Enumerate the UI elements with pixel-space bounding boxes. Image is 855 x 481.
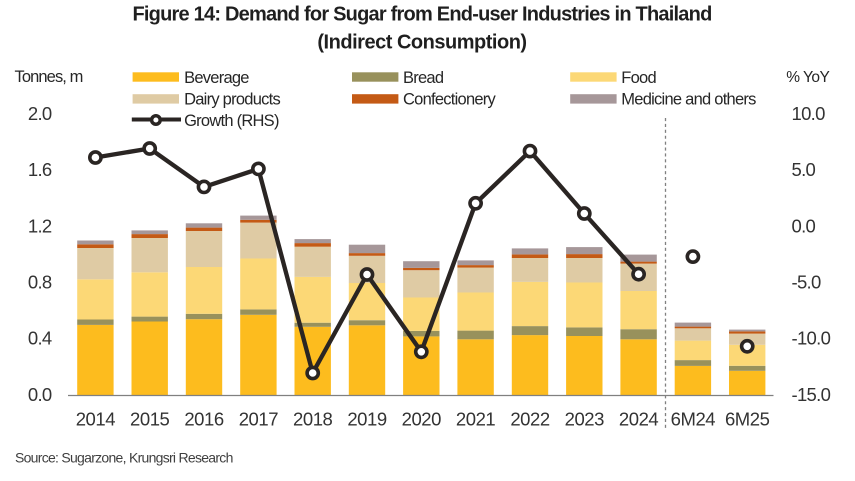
svg-text:2024: 2024 (619, 409, 659, 430)
svg-text:Bread: Bread (403, 69, 444, 87)
svg-text:-5.0: -5.0 (792, 272, 821, 293)
svg-text:0.0: 0.0 (28, 384, 52, 405)
svg-text:1.6: 1.6 (28, 159, 52, 180)
svg-text:0.4: 0.4 (28, 328, 52, 349)
svg-text:0.8: 0.8 (28, 272, 52, 293)
svg-text:-15.0: -15.0 (792, 384, 831, 405)
svg-text:2023: 2023 (565, 409, 605, 430)
svg-text:Confectionery: Confectionery (403, 91, 497, 109)
svg-text:0.0: 0.0 (792, 215, 816, 236)
svg-text:Figure 14: Demand for Sugar fr: Figure 14: Demand for Sugar from End-use… (132, 4, 711, 26)
svg-text:6M24: 6M24 (671, 409, 716, 430)
svg-text:2.0: 2.0 (28, 103, 52, 124)
svg-text:Growth (RHS): Growth (RHS) (184, 112, 279, 130)
svg-text:2022: 2022 (510, 409, 550, 430)
svg-text:5.0: 5.0 (792, 159, 816, 180)
svg-text:2016: 2016 (184, 409, 224, 430)
svg-text:6M25: 6M25 (725, 409, 770, 430)
svg-text:Tonnes, m: Tonnes, m (15, 68, 83, 86)
svg-text:2020: 2020 (402, 409, 442, 430)
svg-text:Food: Food (621, 69, 656, 87)
svg-text:2017: 2017 (239, 409, 279, 430)
svg-text:2014: 2014 (76, 409, 116, 430)
svg-text:Medicine and others: Medicine and others (621, 91, 756, 109)
svg-text:10.0: 10.0 (792, 103, 826, 124)
svg-text:-10.0: -10.0 (792, 328, 831, 349)
svg-text:2019: 2019 (347, 409, 387, 430)
svg-text:Dairy products: Dairy products (184, 91, 280, 109)
svg-text:2015: 2015 (130, 409, 170, 430)
svg-text:2021: 2021 (456, 409, 496, 430)
svg-text:1.2: 1.2 (28, 215, 52, 236)
svg-text:Beverage: Beverage (184, 69, 249, 87)
svg-text:2018: 2018 (293, 409, 333, 430)
svg-text:Source: Sugarzone, Krungsri Re: Source: Sugarzone, Krungsri Research (15, 450, 233, 466)
svg-text:(Indirect Consumption): (Indirect Consumption) (317, 32, 526, 54)
svg-text:% YoY: % YoY (786, 69, 829, 86)
